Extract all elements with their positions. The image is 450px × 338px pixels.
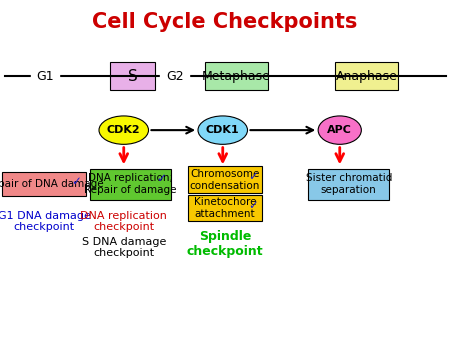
Text: Metaphase: Metaphase (202, 70, 271, 82)
Text: G2: G2 (166, 70, 184, 82)
Text: Anaphase: Anaphase (336, 70, 398, 82)
Ellipse shape (318, 116, 361, 144)
Text: CDK1: CDK1 (206, 125, 239, 135)
FancyBboxPatch shape (188, 195, 262, 220)
Text: CDK2: CDK2 (107, 125, 140, 135)
FancyBboxPatch shape (188, 166, 262, 193)
Text: ✓: ✓ (248, 170, 257, 183)
FancyBboxPatch shape (205, 62, 268, 90)
Text: ✓: ✓ (248, 198, 257, 212)
Text: ✓: ✓ (157, 172, 166, 185)
FancyBboxPatch shape (110, 62, 155, 90)
Text: ✓: ✓ (72, 175, 81, 188)
Text: APC: APC (327, 125, 352, 135)
Text: G1 DNA damage
checkpoint: G1 DNA damage checkpoint (0, 211, 90, 232)
FancyBboxPatch shape (308, 169, 389, 200)
Text: S DNA damage
checkpoint: S DNA damage checkpoint (81, 237, 166, 258)
Text: DNA replication;
Repair of damage: DNA replication; Repair of damage (84, 173, 177, 195)
Text: Cell Cycle Checkpoints: Cell Cycle Checkpoints (92, 12, 358, 32)
FancyBboxPatch shape (3, 172, 86, 196)
Text: Spindle
checkpoint: Spindle checkpoint (187, 230, 263, 258)
Text: Chromosome
condensation: Chromosome condensation (190, 169, 260, 191)
Text: G1: G1 (36, 70, 54, 82)
Text: DNA replication
checkpoint: DNA replication checkpoint (80, 211, 167, 232)
FancyBboxPatch shape (90, 169, 171, 200)
Ellipse shape (99, 116, 148, 144)
FancyBboxPatch shape (335, 62, 398, 90)
Ellipse shape (198, 116, 248, 144)
Text: S: S (128, 69, 138, 83)
Text: Repair of DNA damage: Repair of DNA damage (0, 179, 104, 189)
Text: Sister chromatid
separation: Sister chromatid separation (306, 173, 392, 195)
Text: Kinetochore
attachment: Kinetochore attachment (194, 197, 256, 219)
